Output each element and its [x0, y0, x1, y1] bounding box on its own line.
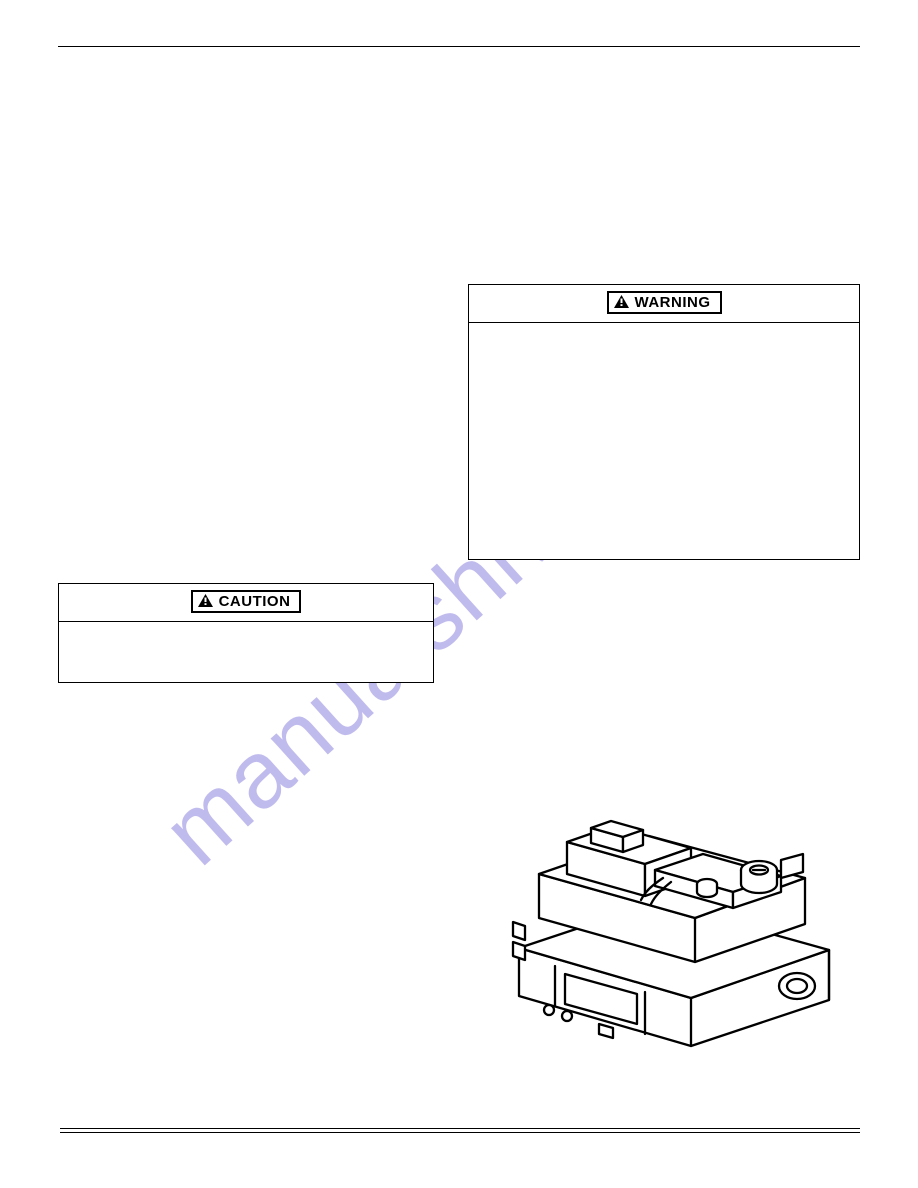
gas-valve-icon [495, 800, 857, 1058]
caution-callout: CAUTION [58, 583, 434, 683]
warning-label: WARNING [635, 294, 711, 311]
warning-tag: WARNING [607, 291, 722, 314]
warning-body [469, 323, 859, 559]
caution-tag: CAUTION [191, 590, 302, 613]
caution-label: CAUTION [219, 593, 291, 610]
warning-triangle-icon [614, 295, 629, 310]
warning-triangle-icon [198, 594, 213, 609]
list-item [76, 83, 445, 97]
list [76, 65, 445, 114]
caution-header: CAUTION [59, 584, 433, 622]
header-rule [58, 46, 860, 47]
list-item [76, 65, 445, 79]
caution-body [59, 622, 433, 682]
right-column [473, 57, 860, 122]
list-item [76, 101, 445, 115]
warning-callout: WARNING [468, 284, 860, 560]
gas-valve-figure [495, 800, 857, 1058]
left-column [58, 57, 445, 122]
two-column-layout [58, 57, 860, 122]
warning-header: WARNING [469, 285, 859, 323]
